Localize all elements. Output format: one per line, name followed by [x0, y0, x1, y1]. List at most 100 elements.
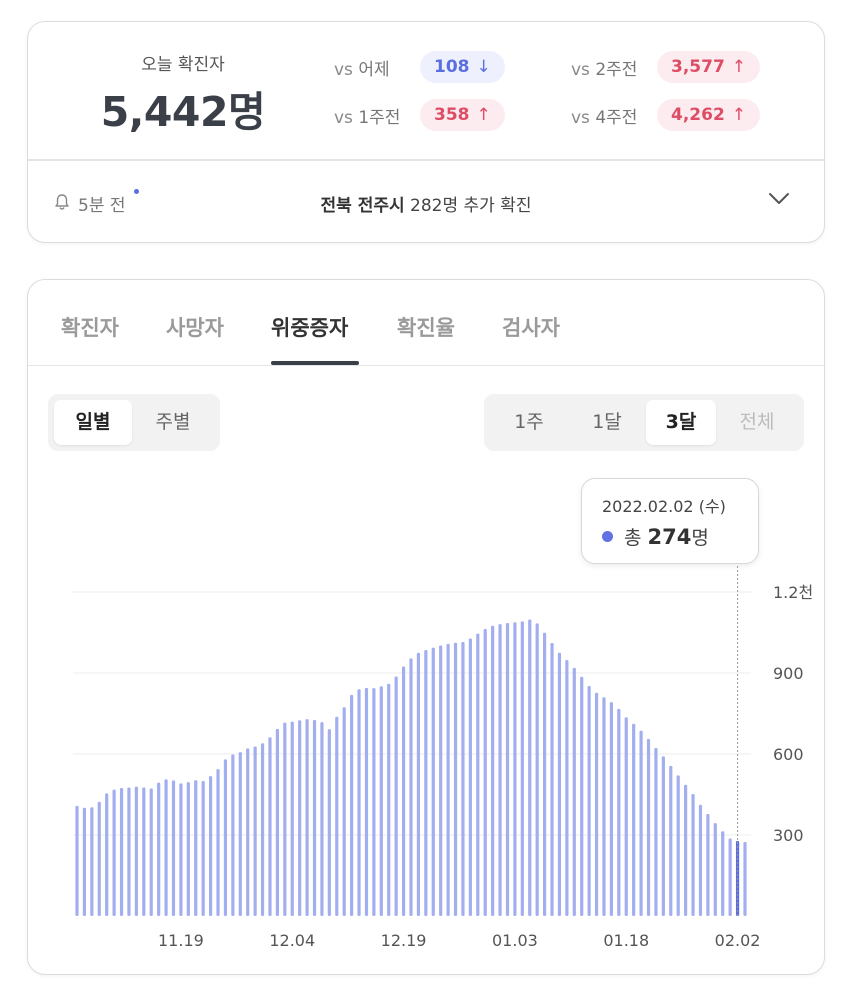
bar[interactable] [713, 823, 717, 916]
bar[interactable] [446, 643, 450, 916]
bar[interactable] [179, 783, 183, 916]
period-daily-button[interactable]: 일별 [54, 400, 132, 445]
bar[interactable] [557, 652, 562, 916]
bar[interactable] [305, 719, 309, 916]
range-1month-button[interactable]: 1달 [592, 411, 622, 433]
bar[interactable] [580, 676, 584, 916]
bar[interactable] [587, 685, 591, 916]
bar[interactable] [97, 801, 101, 916]
bar[interactable] [105, 793, 109, 916]
bar[interactable] [416, 652, 421, 916]
bar[interactable] [565, 660, 569, 916]
bar[interactable] [498, 624, 502, 916]
bar[interactable] [350, 694, 354, 916]
update-row[interactable]: 5분 전 전북 전주시 282명 추가 확진 [28, 160, 824, 242]
range-all-button[interactable]: 전체 [739, 411, 775, 433]
bar[interactable] [387, 683, 391, 916]
bar[interactable] [364, 687, 369, 916]
bar-chart[interactable]: 300 600 900 1.2천 11.19 12.04 12.19 01.03 01.18 02… [28, 280, 825, 975]
bar[interactable] [602, 697, 606, 916]
range-3months-button[interactable]: 3달 [646, 400, 716, 445]
bar[interactable] [646, 738, 651, 916]
bar[interactable] [609, 702, 613, 916]
bar[interactable] [513, 622, 517, 916]
range-1week-button[interactable]: 1주 [514, 411, 544, 433]
bar[interactable] [253, 746, 257, 916]
bar[interactable] [721, 831, 725, 916]
bar[interactable] [698, 804, 703, 916]
bar[interactable] [342, 707, 346, 916]
bar[interactable] [453, 642, 458, 916]
bar[interactable] [119, 788, 124, 916]
bar[interactable] [201, 781, 205, 916]
bar[interactable] [669, 765, 673, 916]
bar[interactable] [290, 721, 294, 916]
bar[interactable] [691, 793, 695, 916]
bar[interactable] [424, 650, 428, 916]
bar[interactable] [186, 782, 190, 916]
bar[interactable] [320, 722, 324, 916]
bar[interactable] [624, 717, 628, 916]
bar[interactable] [684, 784, 688, 916]
tab-confirmed[interactable]: 확진자 [61, 316, 119, 340]
bar[interactable] [171, 780, 176, 916]
bar[interactable] [283, 722, 287, 916]
bar[interactable] [246, 748, 250, 916]
bar[interactable] [572, 667, 576, 916]
bar[interactable] [149, 788, 153, 916]
bar[interactable] [268, 737, 272, 916]
bar[interactable] [661, 756, 665, 916]
bar[interactable] [632, 723, 636, 916]
tab-tested[interactable]: 검사자 [502, 316, 560, 340]
bar[interactable] [743, 842, 747, 916]
bar[interactable] [617, 708, 621, 916]
bar[interactable] [505, 623, 510, 916]
bar[interactable] [298, 720, 302, 916]
bar[interactable] [112, 789, 116, 916]
bar[interactable] [468, 638, 472, 916]
bar[interactable] [409, 658, 413, 916]
bar[interactable] [379, 686, 383, 916]
bar[interactable] [706, 813, 710, 916]
bar[interactable] [275, 728, 279, 916]
bar[interactable] [550, 643, 554, 916]
bar[interactable] [75, 805, 79, 916]
bar[interactable] [654, 748, 658, 916]
bar[interactable] [639, 730, 643, 916]
bar[interactable] [327, 729, 331, 916]
bar[interactable] [520, 621, 524, 916]
tab-deaths[interactable]: 사망자 [166, 316, 224, 340]
bar[interactable] [676, 775, 680, 916]
bar[interactable] [357, 689, 361, 916]
bar[interactable] [216, 769, 220, 916]
bar[interactable] [483, 628, 487, 916]
bar[interactable] [90, 807, 94, 916]
bar[interactable] [312, 719, 317, 916]
bar[interactable] [535, 623, 539, 916]
bar[interactable] [260, 743, 265, 916]
bar[interactable] [209, 776, 213, 916]
bar[interactable] [238, 752, 242, 916]
bar[interactable] [594, 692, 599, 916]
bar[interactable] [491, 625, 495, 916]
tab-positive-rate[interactable]: 확진율 [397, 316, 455, 340]
bar[interactable] [127, 787, 131, 916]
bar[interactable] [134, 786, 138, 916]
bar[interactable] [543, 632, 547, 916]
bar[interactable] [335, 716, 339, 916]
period-weekly-button[interactable]: 주별 [155, 411, 191, 433]
bar[interactable] [461, 641, 465, 916]
bar[interactable] [157, 782, 161, 916]
bar[interactable] [194, 780, 198, 916]
bar[interactable] [164, 779, 168, 916]
bar[interactable] [439, 645, 443, 916]
bar[interactable] [528, 619, 532, 916]
bar[interactable] [476, 633, 480, 916]
bar[interactable] [728, 838, 732, 916]
bar[interactable] [372, 688, 376, 916]
tab-critical[interactable]: 위중증자 [271, 316, 349, 340]
bar[interactable] [394, 676, 398, 916]
bar[interactable] [231, 754, 235, 916]
bar[interactable] [223, 759, 228, 916]
bar[interactable] [431, 647, 435, 916]
